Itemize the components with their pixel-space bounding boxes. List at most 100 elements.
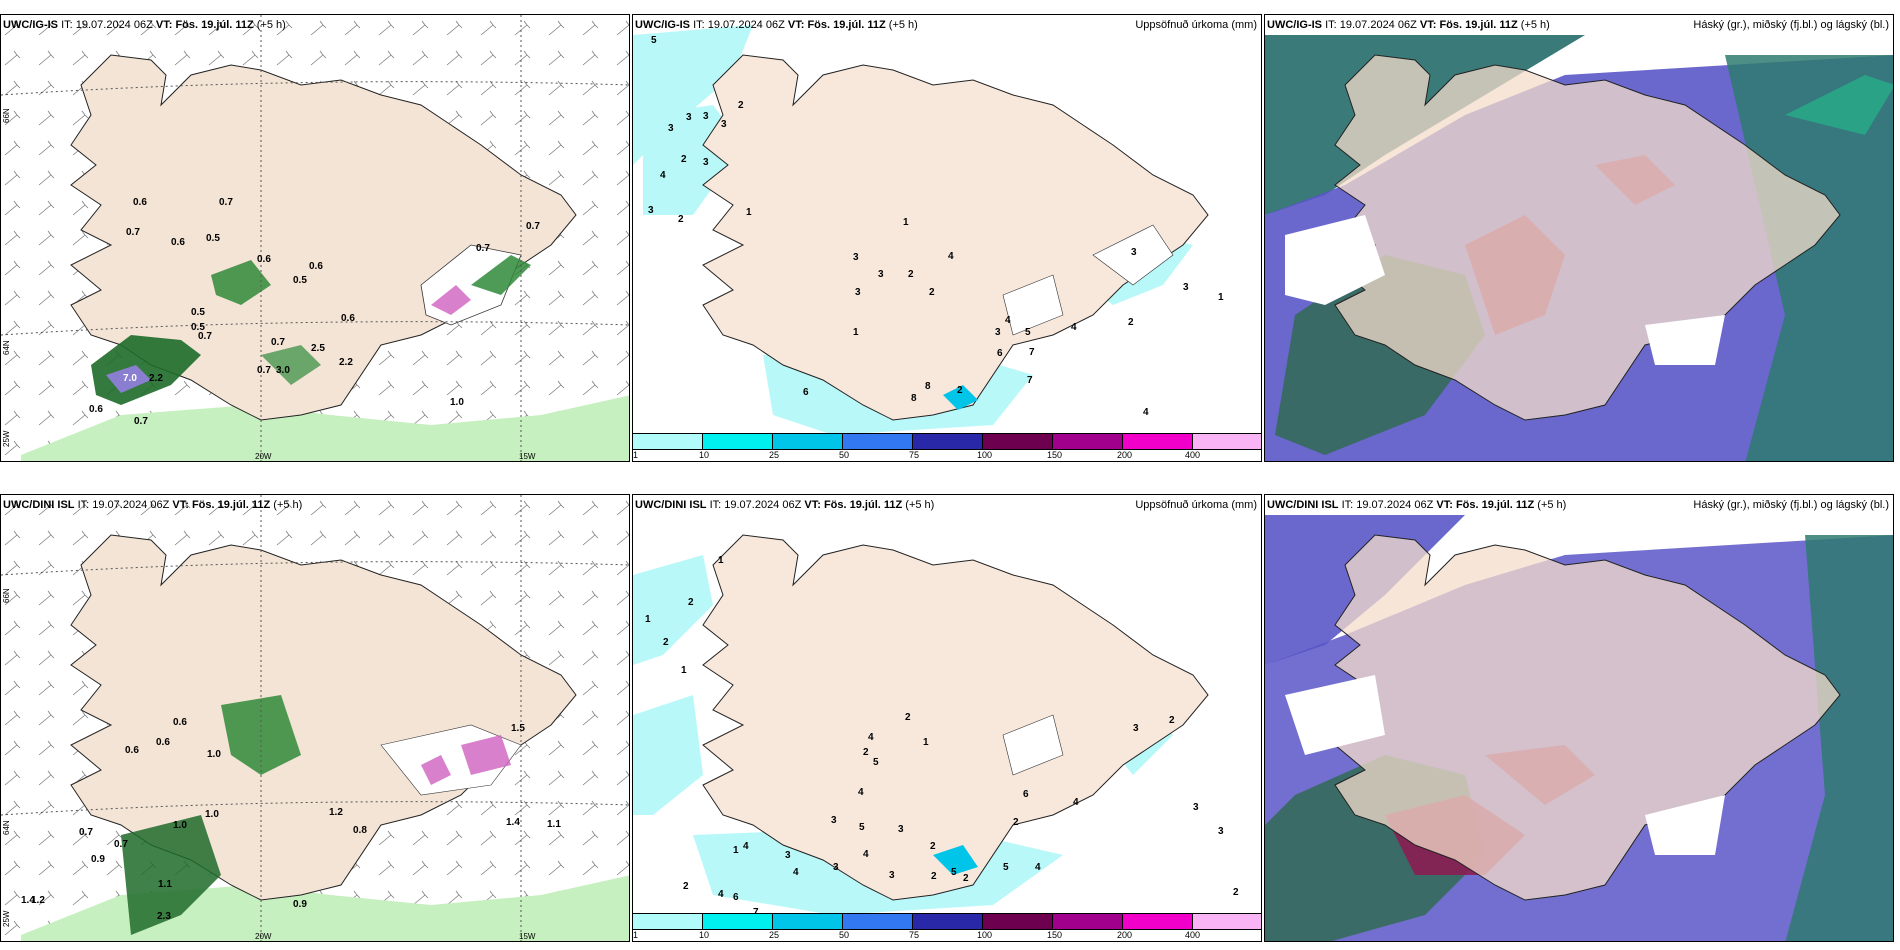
precip-value: 3: [686, 112, 692, 123]
colorbar-label: 1: [633, 930, 639, 940]
cloud-title: Háský (gr.), miðský (fj.bl.) og lágský (…: [1693, 19, 1889, 31]
cloud-map-igis: [1265, 35, 1893, 461]
wind-value: 0.6: [125, 745, 139, 756]
wind-value: 0.9: [91, 854, 105, 865]
colorbar-swatch: [983, 434, 1053, 449]
lat-label: 64N: [2, 340, 11, 355]
colorbar-label: 1: [633, 450, 639, 460]
panel-wind-igis: 0.6 0.7 0.7 0.6 0.5 0.6 0.5 0.6 0.5 0.5 …: [0, 14, 630, 462]
wind-value: 1.0: [173, 820, 187, 831]
lat-label: 66N: [2, 588, 11, 603]
colorbar-swatch: [843, 914, 913, 929]
precip-value: 3: [703, 111, 709, 122]
precip-value: 3: [668, 123, 674, 134]
colorbar-label: 100: [977, 930, 993, 940]
lon-label: 15W: [519, 452, 536, 461]
colorbar-swatch: [1123, 914, 1193, 929]
wind-value: 1.0: [450, 397, 464, 408]
iceland-landmass: [70, 54, 577, 421]
precip-value: 6: [1023, 789, 1029, 800]
precip-value: 3: [785, 850, 791, 861]
precip-value: 2: [931, 871, 937, 882]
precip-value: 4: [793, 867, 799, 878]
precip-value: 3: [878, 269, 884, 280]
wind-value: 0.5: [191, 307, 205, 318]
wind-value: 0.6: [133, 197, 147, 208]
precip-value: 2: [929, 287, 935, 298]
precip-value: 7: [1029, 347, 1035, 358]
colorbar-swatch: [843, 434, 913, 449]
precip-value: 5: [951, 867, 957, 878]
wind-value: 0.7: [126, 227, 140, 238]
precip-value: 4: [660, 170, 666, 181]
colorbar-swatch: [913, 434, 983, 449]
precip-value: 3: [721, 119, 727, 130]
precip-value: 4: [863, 849, 869, 860]
precip-value: 6: [803, 387, 809, 398]
precip-value: 1: [681, 665, 687, 676]
precip-value: 1: [853, 327, 859, 338]
panel-header: UWC/IG-IS IT: 19.07.2024 06Z VT: Fös. 19…: [635, 19, 918, 31]
lat-label: 66N: [2, 108, 11, 123]
precip-value: 4: [1143, 407, 1149, 418]
lon-label: 20W: [255, 452, 272, 461]
precip-value: 3: [855, 287, 861, 298]
precip-value: 2: [663, 637, 669, 648]
precip-value: 7: [1027, 375, 1033, 386]
wind-value: 0.7: [114, 839, 128, 850]
wind-value: 1.4: [21, 895, 35, 906]
precip-value: 1: [923, 737, 929, 748]
precip-value: 3: [889, 870, 895, 881]
precip-value: 6: [733, 892, 739, 903]
wind-value: 0.7: [134, 416, 148, 427]
precip-value: 4: [743, 841, 749, 852]
wind-value: 1.2: [31, 895, 45, 906]
wind-value: 2.3: [157, 911, 171, 922]
precip-value: 3: [1218, 826, 1224, 837]
precip-value: 5: [651, 35, 657, 46]
colorbar-swatch: [1053, 434, 1123, 449]
colorbar-label: 25: [769, 450, 780, 460]
wind-value: 0.6: [173, 717, 187, 728]
precip-value: 2: [1169, 715, 1175, 726]
precip-title: Uppsöfnuð úrkoma (mm): [1135, 19, 1257, 31]
wind-value: 1.0: [207, 749, 221, 760]
colorbar-label: 10: [699, 930, 710, 940]
wind-value: 0.9: [293, 899, 307, 910]
precip-map-dini: 1 1 2 2 1 2 4 4 5 2 1 3 5 4 3 1 4 3 2 2 …: [633, 534, 1239, 932]
panel-precip-igis: 5 3 3 3 3 2 4 2 1 3 3 2 3 3 1 3 2 1 4 2 …: [632, 14, 1262, 462]
wind-map-igis: 0.6 0.7 0.7 0.6 0.5 0.6 0.5 0.6 0.5 0.5 …: [1, 15, 629, 461]
wind-value: 0.5: [206, 233, 220, 244]
lon-label: 15W: [519, 932, 536, 941]
precip-value: 2: [963, 873, 969, 884]
precip-value: 7: [753, 907, 759, 918]
colorbar-label: 200: [1117, 930, 1133, 940]
wind-value: 1.4: [506, 817, 520, 828]
wind-value: 0.7: [271, 337, 285, 348]
precip-value: 2: [1013, 817, 1019, 828]
precip-value: 2: [957, 385, 963, 396]
colorbar-swatch: [773, 914, 843, 929]
wind-value: 2.2: [149, 373, 163, 384]
panel-header: UWC/IG-IS IT: 19.07.2024 06Z VT: Fös. 19…: [3, 19, 286, 31]
lon-label: 25W: [2, 910, 11, 927]
colorbar-label: 400: [1185, 450, 1201, 460]
precip-value: 8: [925, 381, 931, 392]
iceland-landmass: [70, 534, 577, 901]
precip-value: 2: [908, 269, 914, 280]
wind-value: 0.7: [476, 243, 490, 254]
panel-header: UWC/DINI ISL IT: 19.07.2024 06Z VT: Fös.…: [635, 499, 935, 511]
precip-value: 2: [681, 154, 687, 165]
colorbar-label: 100: [977, 450, 993, 460]
colorbar-swatch: [913, 914, 983, 929]
precip-value: 3: [703, 157, 709, 168]
colorbar-label: 75: [909, 450, 920, 460]
colorbar-label: 50: [839, 450, 850, 460]
colorbar-label: 10: [699, 450, 710, 460]
wind-value: 1.1: [547, 819, 561, 830]
panel-cloud-igis: UWC/IG-IS IT: 19.07.2024 06Z VT: Fös. 19…: [1264, 14, 1894, 462]
colorbar-label: 75: [909, 930, 920, 940]
colorbar-label: 150: [1047, 450, 1063, 460]
panel-wind-dini: 0.6 0.6 0.7 0.7 0.9 1.0 1.0 1.2 0.8 1.4 …: [0, 494, 630, 942]
precip-value: 2: [738, 100, 744, 111]
